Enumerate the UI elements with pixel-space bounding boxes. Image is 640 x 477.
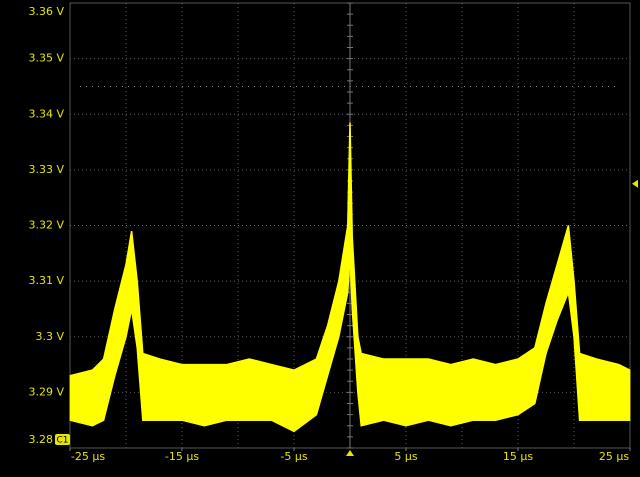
signal-band	[384, 359, 406, 426]
channel-label: C1	[56, 436, 68, 446]
signal-band	[115, 264, 126, 375]
signal-band	[473, 359, 495, 420]
y-tick-label: 3.35 V	[28, 52, 64, 65]
signal-band	[619, 365, 630, 421]
trigger-time-marker	[346, 450, 354, 456]
x-tick-label: 15 µs	[503, 450, 533, 463]
signal-band	[104, 309, 115, 420]
signal-band	[160, 359, 182, 420]
signal-band	[143, 353, 160, 420]
signal-band	[580, 353, 597, 420]
x-tick-label: -15 µs	[165, 450, 199, 463]
y-tick-label: 3.3 V	[35, 330, 64, 343]
signal-band	[316, 326, 327, 415]
signal-band	[535, 303, 546, 403]
signal-band	[596, 359, 618, 420]
signal-band	[361, 353, 383, 425]
signal-band	[406, 359, 428, 426]
signal-band	[496, 359, 518, 420]
signal-band	[204, 365, 226, 426]
signal-band	[546, 264, 557, 353]
signal-band	[249, 359, 271, 420]
signal-band	[328, 281, 339, 376]
y-tick-label: 3.36 V	[28, 5, 64, 18]
signal-band	[451, 359, 473, 426]
y-tick-label: 3.32 V	[28, 219, 64, 232]
x-tick-label: -5 µs	[280, 450, 307, 463]
signal-band	[428, 359, 450, 426]
y-tick-label: 3.33 V	[28, 163, 64, 176]
y-tick-label: 3.29 V	[28, 385, 64, 398]
y-tick-label: 3.31 V	[28, 274, 64, 287]
signal-band	[294, 359, 316, 431]
x-tick-label: 5 µs	[394, 450, 417, 463]
signal-band	[182, 365, 204, 426]
signal-band	[339, 226, 348, 337]
x-tick-label: 25 µs	[599, 450, 629, 463]
trigger-level-marker	[632, 180, 638, 188]
signal-band	[70, 370, 92, 426]
y-tick-label: 3.34 V	[28, 107, 64, 120]
signal-band	[227, 359, 249, 420]
x-tick-label: -25 µs	[71, 450, 105, 463]
